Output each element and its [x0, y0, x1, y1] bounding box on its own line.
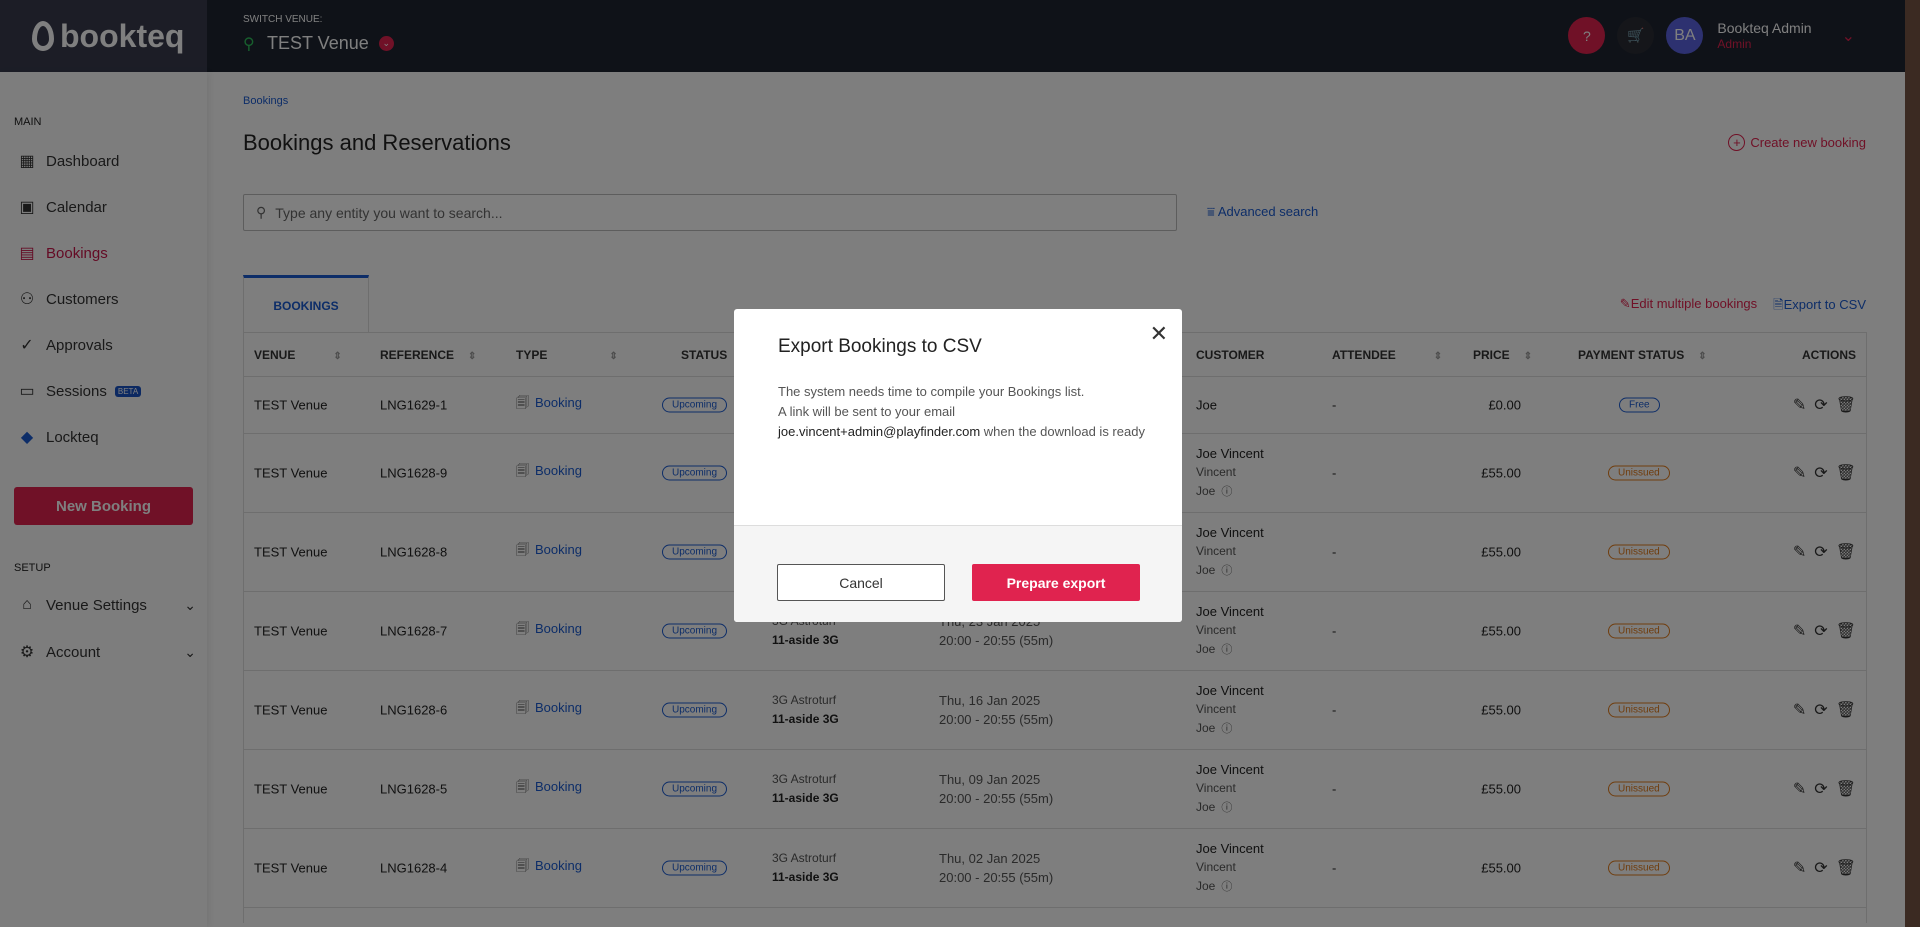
- modal-footer: Cancel Prepare export: [734, 525, 1182, 622]
- modal-message: The system needs time to compile your Bo…: [778, 382, 1148, 442]
- close-icon[interactable]: ✕: [1149, 321, 1168, 346]
- message-line: when the download is ready: [980, 424, 1145, 439]
- modal-title: Export Bookings to CSV: [778, 336, 982, 357]
- export-modal: Export Bookings to CSV ✕ The system need…: [734, 309, 1182, 622]
- window-edge: [1905, 0, 1920, 927]
- email-address: joe.vincent+admin@playfinder.com: [778, 424, 981, 439]
- message-line: The system needs time to compile your Bo…: [778, 384, 1085, 399]
- message-line: A link will be sent to your email: [778, 404, 956, 419]
- cancel-button[interactable]: Cancel: [777, 564, 945, 601]
- prepare-export-button[interactable]: Prepare export: [972, 564, 1140, 601]
